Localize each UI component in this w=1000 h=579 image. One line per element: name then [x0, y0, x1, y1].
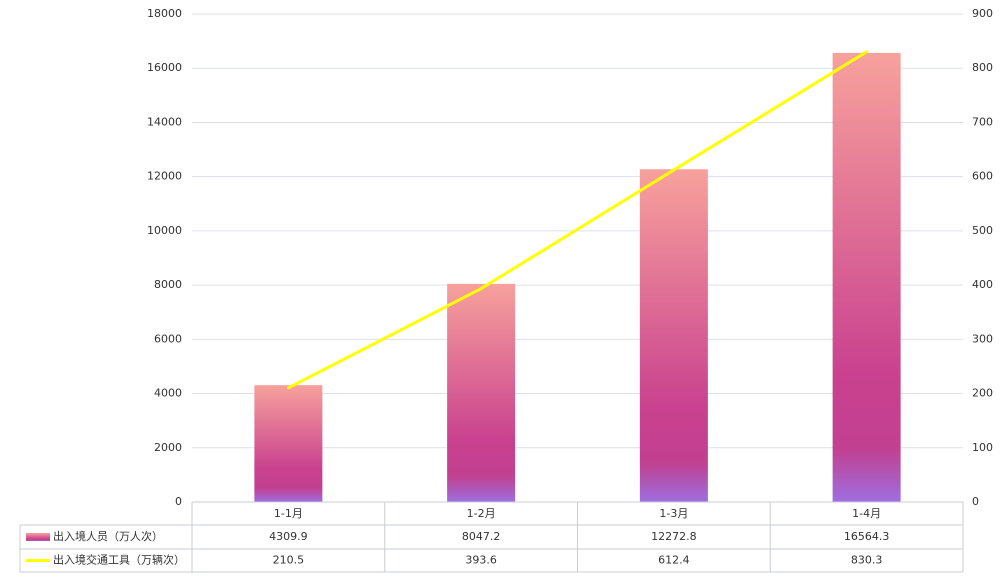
table-value: 4309.9	[269, 530, 308, 543]
x-tick-label: 1-1月	[274, 507, 303, 520]
bar	[639, 169, 708, 502]
line-series	[286, 50, 869, 390]
bar	[254, 385, 323, 502]
legend-label: 出入境人员（万人次）	[53, 529, 163, 543]
y-tick-label: 12000	[147, 170, 182, 183]
y2-tick-label: 200	[972, 387, 993, 400]
legend-label: 出入境交通工具（万辆次）	[53, 553, 185, 567]
table-value: 16564.3	[844, 530, 890, 543]
y2-tick-label: 400	[972, 278, 993, 291]
y-tick-label: 16000	[147, 61, 182, 74]
table-value: 8047.2	[462, 530, 501, 543]
legend-swatch	[26, 533, 50, 541]
y2-tick-label: 700	[972, 115, 993, 128]
y-tick-label: 18000	[147, 7, 182, 20]
y-tick-label: 6000	[154, 332, 182, 345]
y2-tick-label: 600	[972, 170, 993, 183]
y-tick-label: 4000	[154, 387, 182, 400]
table-value: 12272.8	[651, 530, 697, 543]
bar	[447, 283, 516, 502]
table-value: 210.5	[273, 554, 305, 567]
y2-tick-label: 100	[972, 441, 993, 454]
table-value: 612.4	[658, 554, 690, 567]
table-value: 393.6	[465, 554, 497, 567]
table-value: 830.3	[851, 554, 883, 567]
y2-tick-label: 900	[972, 7, 993, 20]
y-tick-label: 14000	[147, 115, 182, 128]
y2-tick-label: 0	[972, 495, 979, 508]
y-tick-label: 0	[175, 495, 182, 508]
y-tick-label: 10000	[147, 224, 182, 237]
y-tick-label: 8000	[154, 278, 182, 291]
y-tick-label: 2000	[154, 441, 182, 454]
x-tick-label: 1-3月	[659, 507, 688, 520]
x-tick-label: 1-2月	[467, 507, 496, 520]
x-tick-label: 1-4月	[852, 507, 881, 520]
bar	[832, 52, 901, 502]
y2-tick-label: 500	[972, 224, 993, 237]
y2-tick-label: 800	[972, 61, 993, 74]
y2-tick-label: 300	[972, 332, 993, 345]
